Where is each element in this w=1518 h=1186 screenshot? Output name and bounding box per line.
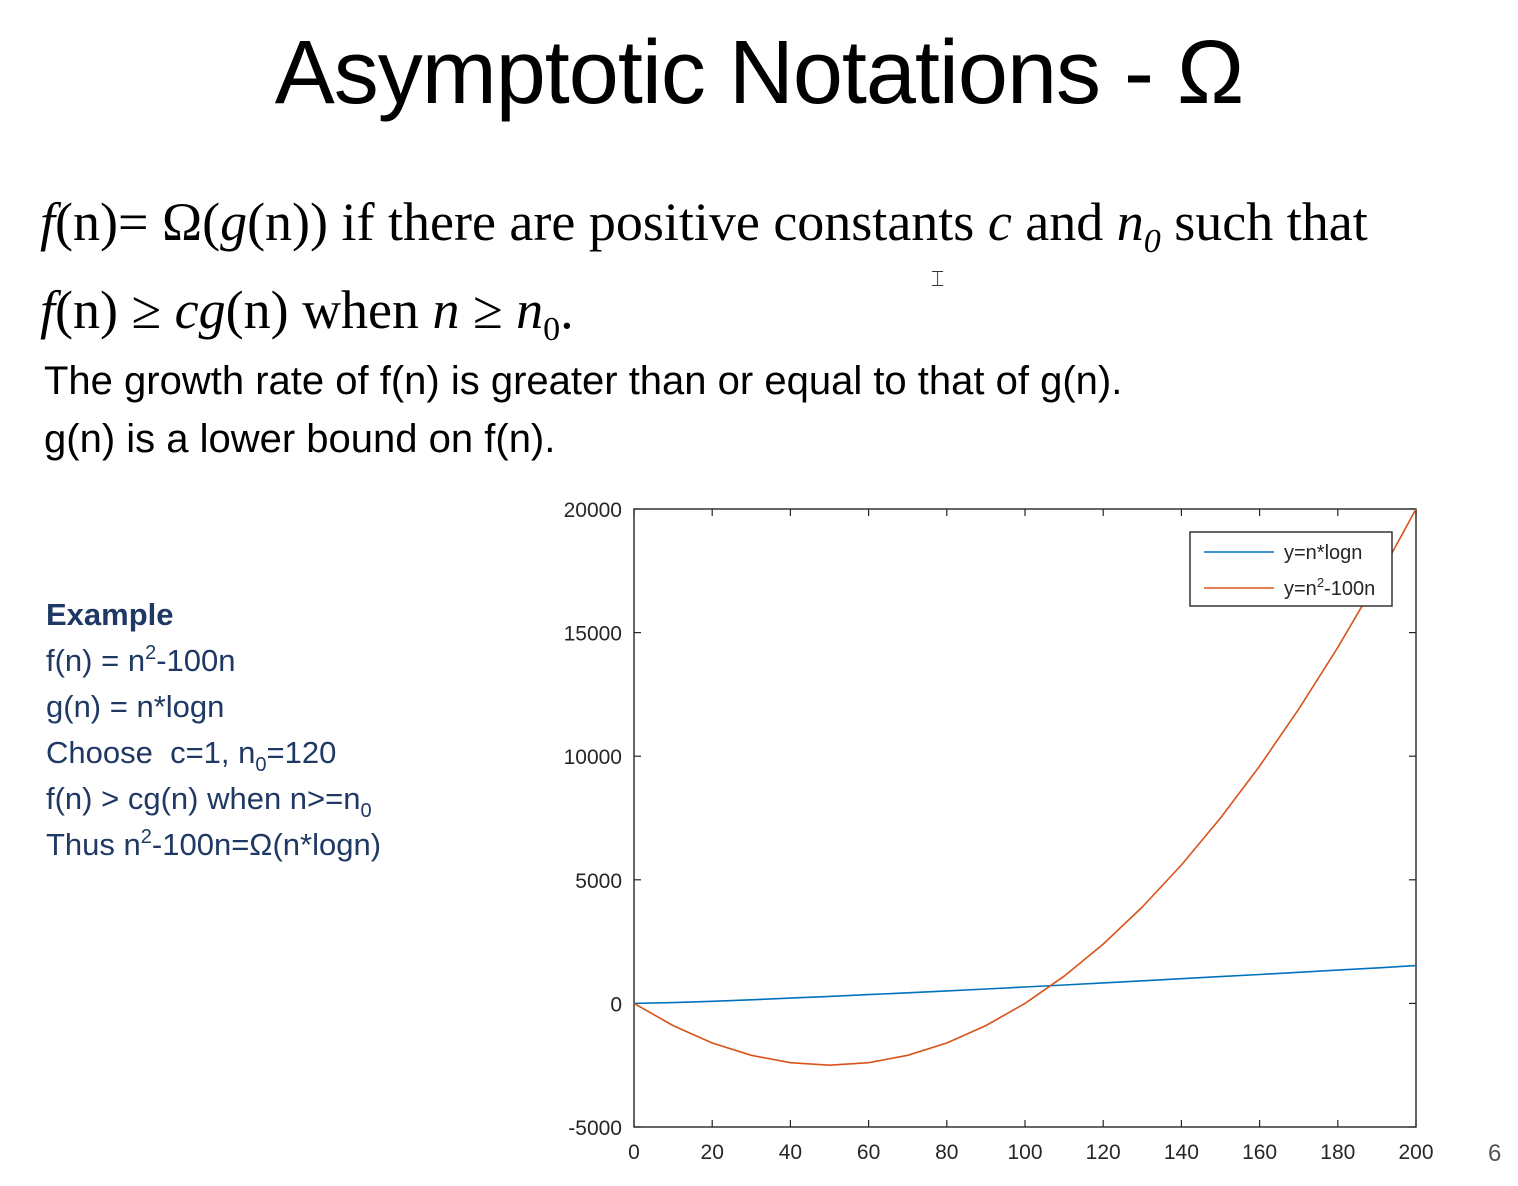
x-tick-label: 160 xyxy=(1242,1141,1277,1164)
def2-n-arg-2: (n) xyxy=(225,280,289,340)
series-line-2 xyxy=(633,508,1417,1067)
example-f-line: f(n) = n2-100n xyxy=(46,638,381,684)
x-tick-label: 100 xyxy=(1007,1141,1042,1164)
slide-title: Asymptotic Notations - Ω xyxy=(274,23,1245,123)
def-and-text: and xyxy=(1011,192,1117,252)
def2-f-symbol: f xyxy=(40,280,56,340)
example-block: Example f(n) = n2-100n g(n) = n*logn Cho… xyxy=(46,592,381,868)
example-condition-text: f(n) > cg(n) when n>=n xyxy=(46,781,361,816)
series-line-1 xyxy=(633,964,1417,1005)
def-omega-open: = Ω( xyxy=(117,192,221,252)
x-tick-label: 140 xyxy=(1164,1141,1199,1164)
def-n0-subscript: 0 xyxy=(1143,223,1161,260)
def-positive-constants-text: ) if there are positive constants xyxy=(310,192,988,252)
example-condition-subscript: 0 xyxy=(360,800,372,822)
def-n-arg-2: (n) xyxy=(247,192,311,252)
def2-n0-symbol: n xyxy=(516,280,544,340)
example-f-superscript: 2 xyxy=(145,642,157,664)
def2-cg-symbol: cg xyxy=(174,280,226,340)
example-g-line: g(n) = n*logn xyxy=(46,689,225,724)
def-g-symbol: g xyxy=(220,192,248,252)
def-such-that-text: such that xyxy=(1160,192,1368,252)
example-choose-tail: =120 xyxy=(266,735,337,770)
def-n0-symbol: n xyxy=(1116,192,1144,252)
y-tick-label: 20000 xyxy=(564,499,622,522)
def-n-arg: (n) xyxy=(55,192,118,252)
example-condition-line: f(n) > cg(n) when n>=n0 xyxy=(46,776,381,822)
x-tick-label: 80 xyxy=(935,1141,958,1164)
def-c-symbol: c xyxy=(987,192,1012,252)
example-f-text: f(n) = n xyxy=(46,643,146,678)
y-tick-label: 10000 xyxy=(564,746,622,769)
text-cursor-icon: ⌶ xyxy=(931,266,945,291)
example-thus-line: Thus n2-100n=Ω(n*logn) xyxy=(46,822,381,868)
plot-area xyxy=(633,508,1417,1128)
definition-line-2: f(n) ≥ cg(n) when n ≥ n0. xyxy=(40,278,574,347)
x-tick-label: 60 xyxy=(857,1141,880,1164)
def2-period: . xyxy=(560,280,574,340)
legend-label-2: y=n2-100n xyxy=(1284,575,1375,600)
example-thus-text: Thus n xyxy=(46,827,141,862)
def2-n-arg: (n) xyxy=(55,280,118,340)
legend-label-1: y=n*logn xyxy=(1284,542,1362,564)
legend-box xyxy=(1189,531,1393,607)
y-tick-label: 15000 xyxy=(564,623,622,646)
def2-geq: ≥ xyxy=(117,280,175,340)
example-choose-text: Choose c=1, n xyxy=(46,735,256,770)
x-tick-label: 120 xyxy=(1086,1141,1121,1164)
def2-n-symbol: n xyxy=(432,280,460,340)
example-f-tail: -100n xyxy=(156,643,236,678)
def2-geq-2: ≥ xyxy=(459,280,517,340)
x-tick-label: 40 xyxy=(779,1141,802,1164)
example-thus-tail: -100n=Ω(n*logn) xyxy=(151,827,382,862)
x-tick-label: 200 xyxy=(1398,1141,1433,1164)
example-thus-superscript: 2 xyxy=(140,826,152,848)
growth-rate-text: The growth rate of f(n) is greater than … xyxy=(44,359,1123,403)
def2-when-text: when xyxy=(288,280,433,340)
slide-number: 6 xyxy=(1488,1140,1502,1167)
def2-n0-subscript: 0 xyxy=(543,311,561,348)
lower-bound-text: g(n) is a lower bound on f(n). xyxy=(44,417,556,461)
x-tick-label: 0 xyxy=(628,1141,640,1164)
example-choose-subscript: 0 xyxy=(255,754,267,776)
y-tick-label: -5000 xyxy=(568,1117,622,1140)
x-tick-label: 20 xyxy=(701,1141,724,1164)
y-tick-label: 0 xyxy=(610,993,622,1016)
y-tick-label: 5000 xyxy=(575,870,622,893)
def-f-symbol: f xyxy=(40,192,56,252)
example-heading: Example xyxy=(46,597,174,632)
chart: 0 20 40 60 80 100 120 140 160 180 200 20000 15000 100… xyxy=(564,499,1434,1164)
example-choose-line: Choose c=1, n0=120 xyxy=(46,730,381,776)
definition-line-1: f(n)= Ω(g(n)) if there are positive cons… xyxy=(40,190,1368,259)
x-tick-label: 180 xyxy=(1320,1141,1355,1164)
